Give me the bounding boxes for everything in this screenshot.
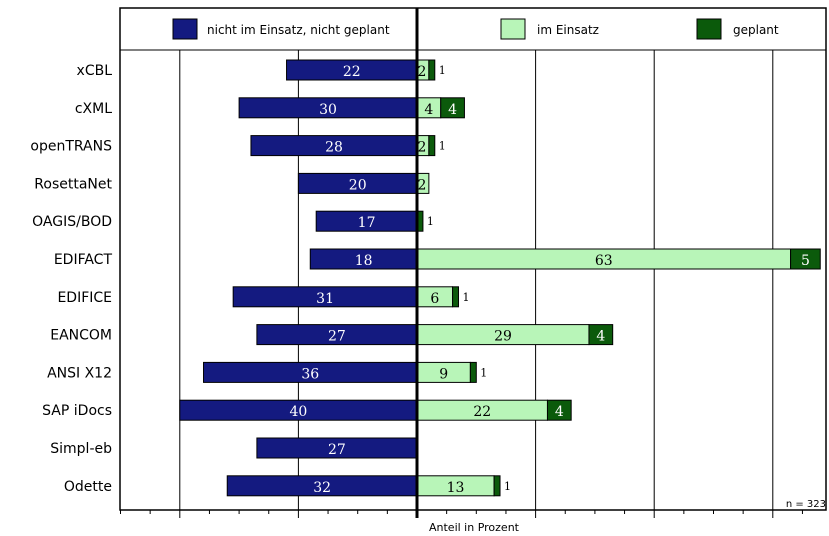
value-label-planned: 4 [448, 102, 457, 118]
category-label: ANSI X12 [47, 365, 112, 381]
category-label: RosettaNet [34, 176, 112, 192]
bar-planned [588, 324, 614, 346]
legend-label: im Einsatz [537, 23, 599, 37]
value-label-not-in-use: 31 [316, 291, 334, 307]
category-label: EANCOM [50, 328, 112, 344]
bar-planned [469, 361, 477, 383]
value-label-in-use: 63 [595, 253, 613, 269]
value-label-not-in-use: 36 [301, 366, 319, 382]
gridlines [179, 50, 774, 510]
value-label-in-use: 2 [418, 177, 427, 193]
bars: 22 2 130 4 428 2 120 217 118 63 531 6 127 29 436 9 140 22… [179, 59, 821, 497]
legend-swatch [696, 18, 722, 40]
x-axis-title: Anteil in Prozent [429, 521, 520, 534]
value-label-not-in-use: 18 [355, 253, 373, 269]
bar-planned [440, 97, 465, 119]
value-label-not-in-use: 22 [343, 64, 361, 80]
value-label-not-in-use: 28 [325, 140, 343, 156]
value-label-in-use: 6 [430, 291, 439, 307]
value-label-in-use: 2 [418, 64, 427, 80]
legend-swatch [500, 18, 526, 40]
category-label: cXML [75, 101, 112, 117]
value-label-planned: 4 [555, 404, 564, 420]
value-label-not-in-use: 32 [313, 480, 331, 496]
bar-planned [546, 399, 572, 421]
category-label: xCBL [77, 63, 113, 79]
bar-planned [428, 59, 436, 81]
value-label-in-use: 9 [439, 366, 448, 382]
bar-planned [428, 135, 436, 157]
value-label-in-use: 22 [473, 404, 491, 420]
category-label: OAGIS/BOD [32, 214, 112, 230]
value-label-not-in-use: 20 [349, 177, 367, 193]
category-label: EDIFICE [57, 290, 112, 306]
legend-label: nicht im Einsatz, nicht geplant [207, 23, 390, 37]
value-label-planned: 1 [439, 64, 446, 77]
value-label-planned: 4 [596, 329, 605, 345]
value-label-planned: 1 [439, 140, 446, 153]
value-label-planned: 1 [463, 291, 470, 304]
sample-size-note: n = 323 [786, 499, 826, 510]
value-label-not-in-use: 27 [328, 329, 346, 345]
value-label-planned: 1 [480, 366, 487, 379]
category-label: Odette [64, 479, 112, 495]
plot-frame [119, 7, 827, 511]
value-label-in-use: 2 [418, 140, 427, 156]
category-label: SAP iDocs [42, 403, 112, 419]
value-label-not-in-use: 27 [328, 442, 346, 458]
category-labels: xCBL cXML openTRANS RosettaNet OAGIS/BOD EDIF… [30, 63, 112, 495]
legend: nicht im Einsatz, nicht geplant im Einsat… [172, 18, 779, 40]
value-label-in-use: 4 [424, 102, 433, 118]
value-label-not-in-use: 17 [358, 215, 376, 231]
legend-label: geplant [733, 23, 779, 37]
value-label-in-use: 13 [447, 480, 465, 496]
value-label-not-in-use: 40 [289, 404, 307, 420]
category-label: Simpl-eb [50, 441, 112, 457]
category-label: openTRANS [30, 139, 112, 155]
legend-swatch [172, 18, 198, 40]
value-label-planned: 1 [427, 215, 434, 228]
x-axis-ticks [120, 510, 803, 518]
value-label-planned: 5 [801, 253, 810, 269]
bar-planned [790, 248, 821, 270]
category-label: EDIFACT [54, 252, 113, 268]
bar-planned [493, 475, 501, 497]
value-label-planned: 1 [504, 480, 511, 493]
bar-planned [452, 286, 460, 308]
value-label-in-use: 29 [494, 329, 512, 345]
value-label-not-in-use: 30 [319, 102, 337, 118]
